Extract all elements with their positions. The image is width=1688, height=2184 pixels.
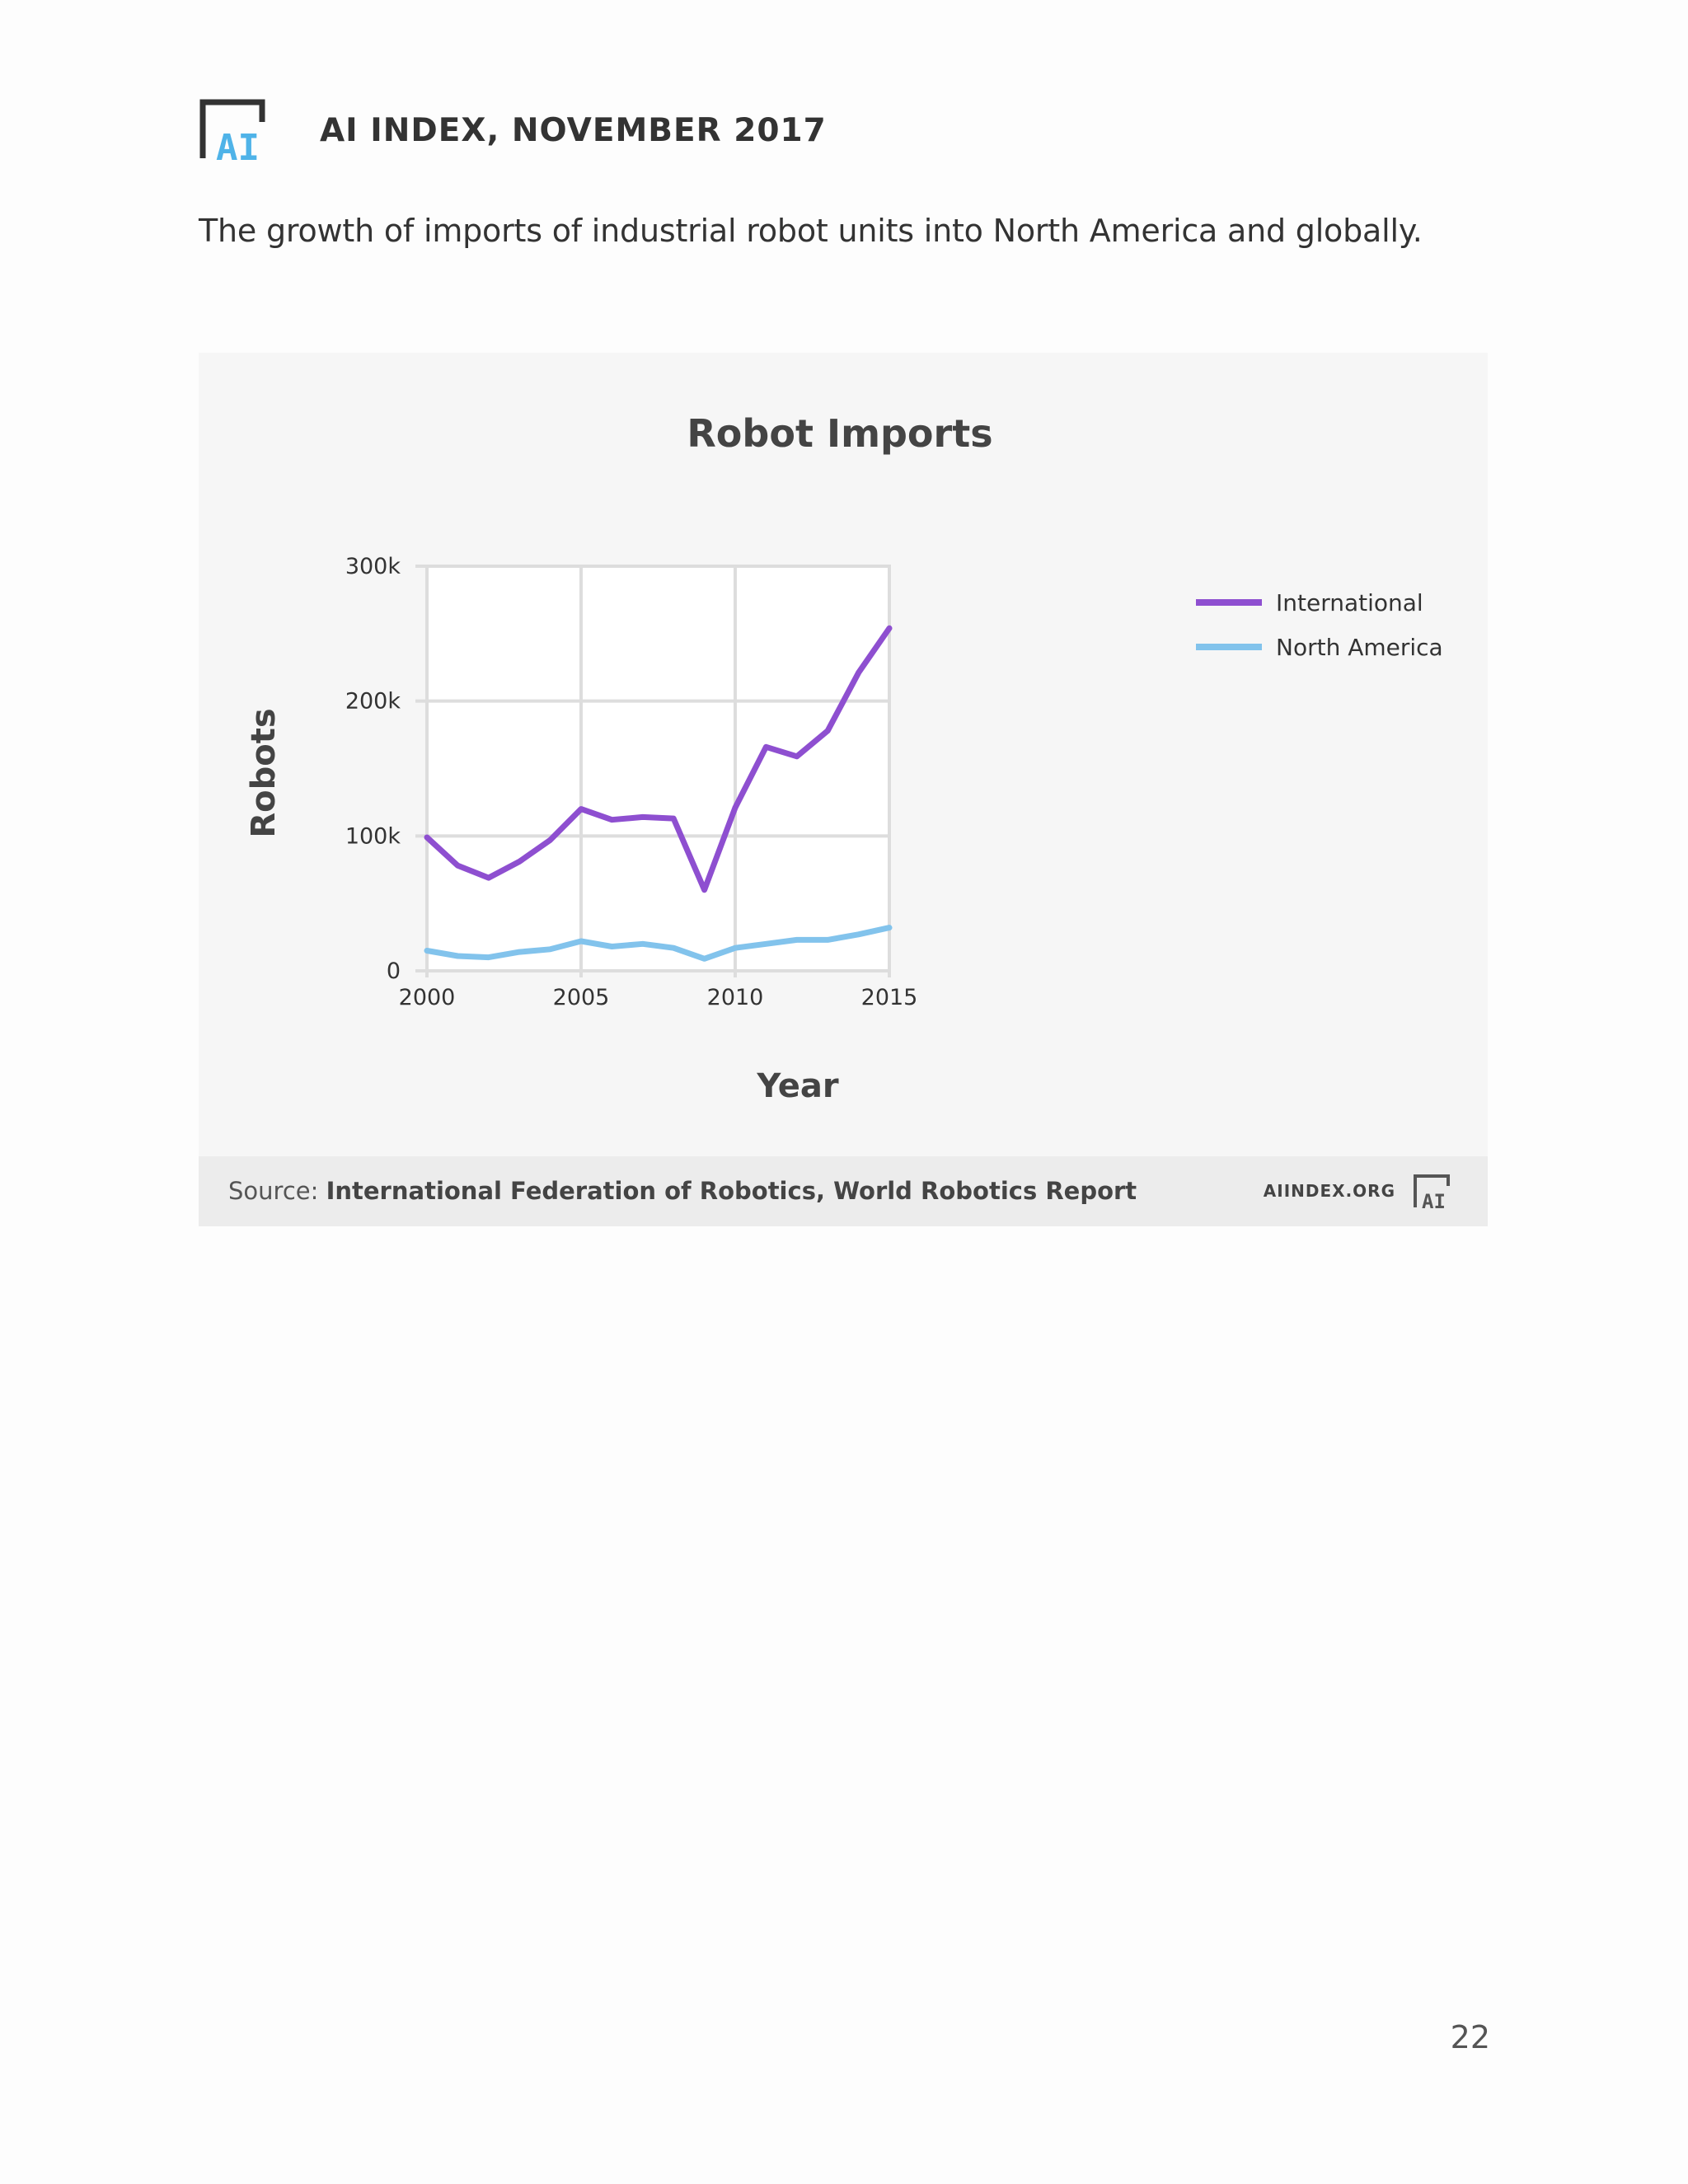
robot-imports-chart: Robot Imports 0 100k 200k 300k 2000 2005 2010 2… — [245, 411, 1443, 1105]
chart-grid — [415, 565, 891, 977]
svg-text:AI: AI — [216, 127, 260, 163]
source-site: AIINDEX.ORG — [1263, 1181, 1395, 1201]
svg-text:AI: AI — [1422, 1190, 1446, 1211]
y-tick-label: 200k — [345, 689, 401, 715]
series-line-international — [424, 625, 893, 893]
source-name: International Federation of Robotics, Wo… — [326, 1177, 1137, 1205]
source-prefix: Source: — [228, 1177, 326, 1205]
legend-label: International — [1276, 589, 1423, 616]
legend-label: North America — [1276, 634, 1443, 661]
page-header-title: AI INDEX, NOVEMBER 2017 — [320, 111, 827, 149]
y-tick-label: 300k — [345, 554, 401, 579]
chart-legend: International North America — [1196, 589, 1443, 661]
x-tick-label: 2010 — [707, 985, 764, 1010]
page-number: 22 — [1450, 2019, 1490, 2055]
chart-caption: The growth of imports of industrial robo… — [199, 213, 1423, 249]
chart-series — [424, 625, 893, 962]
x-tick-label: 2000 — [399, 985, 456, 1010]
source-bar: Source: International Federation of Robo… — [199, 1156, 1488, 1226]
ai-index-small-logo-icon: AI — [1414, 1174, 1450, 1211]
series-line-north-america — [424, 925, 893, 962]
x-tick-label: 2005 — [553, 985, 610, 1010]
plot-area — [425, 565, 891, 972]
y-tick-label: 100k — [345, 823, 401, 849]
source-text: Source: International Federation of Robo… — [228, 1156, 1137, 1226]
chart-ticks: 0 100k 200k 300k 2000 2005 2010 2015 — [345, 554, 918, 1010]
x-tick-label: 2015 — [861, 985, 918, 1010]
page-header: AI AI INDEX, NOVEMBER 2017 — [198, 97, 827, 163]
x-axis-label: Year — [756, 1067, 838, 1105]
ai-index-logo-icon: AI — [199, 99, 265, 163]
chart-title: Robot Imports — [687, 411, 992, 456]
y-axis-label: Robots — [245, 708, 283, 837]
chart-card: Robot Imports 0 100k 200k 300k 2000 2005 2010 2… — [199, 353, 1488, 1226]
y-tick-label: 0 — [387, 958, 401, 984]
